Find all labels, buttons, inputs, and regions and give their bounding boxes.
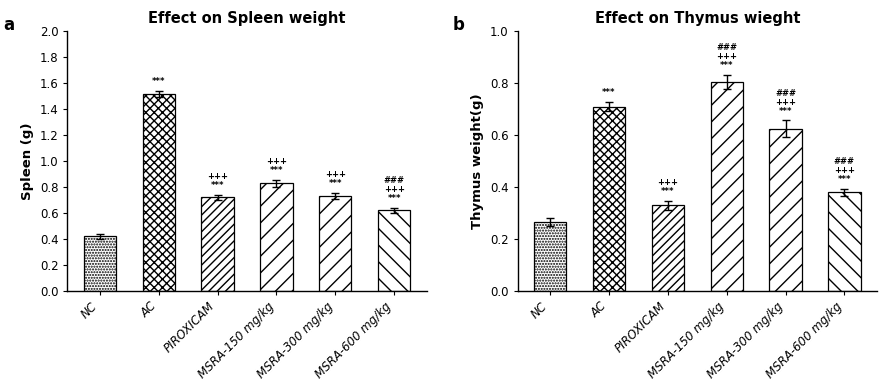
Bar xyxy=(829,192,860,291)
Text: +++
***: +++ *** xyxy=(266,157,287,175)
Bar xyxy=(202,198,234,291)
Bar xyxy=(769,129,802,291)
Bar xyxy=(534,222,567,291)
Text: ***: *** xyxy=(602,88,615,97)
Bar xyxy=(143,94,175,291)
Bar xyxy=(652,205,684,291)
Bar xyxy=(378,211,410,291)
Text: ###
+++
***: ### +++ *** xyxy=(834,157,855,184)
Y-axis label: Spleen (g): Spleen (g) xyxy=(21,122,34,200)
Text: ***: *** xyxy=(152,77,165,86)
Text: +++
***: +++ *** xyxy=(207,172,228,190)
Title: Effect on Thymus wieght: Effect on Thymus wieght xyxy=(595,11,800,26)
Y-axis label: Thymus weight(g): Thymus weight(g) xyxy=(472,93,485,229)
Bar xyxy=(83,236,116,291)
Text: ###
+++
***: ### +++ *** xyxy=(384,176,405,203)
Title: Effect on Spleen weight: Effect on Spleen weight xyxy=(148,11,345,26)
Bar xyxy=(260,183,293,291)
Text: +++
***: +++ *** xyxy=(657,178,678,196)
Text: a: a xyxy=(3,16,14,34)
Text: ###
+++
***: ### +++ *** xyxy=(775,89,796,116)
Text: +++
***: +++ *** xyxy=(325,170,345,188)
Text: ###
+++
***: ### +++ *** xyxy=(717,43,737,70)
Bar xyxy=(710,82,743,291)
Bar xyxy=(319,196,352,291)
Text: b: b xyxy=(453,16,465,34)
Bar xyxy=(593,107,625,291)
